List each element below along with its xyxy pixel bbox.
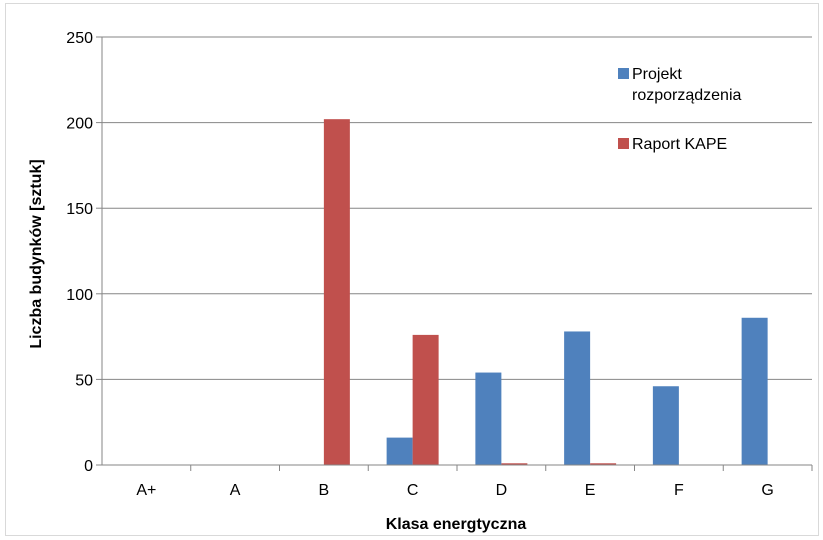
- bar-projekt-f: [652, 386, 679, 465]
- x-tick-label: D: [496, 482, 508, 499]
- y-tick-label: 100: [66, 287, 93, 304]
- y-tick-label: 200: [66, 116, 93, 133]
- x-tick-label: B: [319, 482, 330, 499]
- bar-kape-c: [412, 334, 439, 465]
- legend-swatch: [618, 138, 629, 149]
- x-tick-label: C: [407, 482, 419, 499]
- x-tick-label: E: [585, 482, 596, 499]
- legend-label: rozporządzenia: [632, 87, 742, 104]
- legend-swatch: [618, 68, 629, 79]
- bars: [323, 119, 768, 466]
- tick-labels: 0 50 100 150 200 250 A+ A B C D E F G: [66, 30, 774, 499]
- x-tick-label: A+: [136, 482, 156, 499]
- gridlines: [96, 36, 812, 466]
- x-tick-label: A: [230, 482, 241, 499]
- bar-projekt-c: [386, 437, 413, 465]
- y-tick-label: 250: [66, 30, 93, 47]
- bar-projekt-g: [741, 317, 768, 465]
- bar-kape-d: [501, 463, 528, 465]
- x-tick-label: F: [674, 482, 684, 499]
- legend-label: Raport KAPE: [632, 136, 727, 153]
- x-axis-title: Klasa energtyczna: [386, 516, 527, 533]
- y-tick-label: 50: [75, 372, 93, 389]
- chart-frame: 0 50 100 150 200 250 A+ A B C D E F G Klasa energtycz…: [5, 3, 819, 536]
- legend: Projekt rozporządzenia Raport KAPE: [618, 66, 742, 153]
- bar-projekt-e: [564, 331, 591, 465]
- y-axis-title: Liczba budynków [sztuk]: [28, 159, 45, 348]
- y-tick-label: 150: [66, 201, 93, 218]
- bar-projekt-d: [475, 372, 502, 465]
- legend-label: Projekt: [632, 66, 682, 83]
- bar-kape-e: [590, 463, 617, 465]
- x-tick-label: G: [761, 482, 773, 499]
- y-tick-label: 0: [84, 458, 93, 475]
- bar-chart: 0 50 100 150 200 250 A+ A B C D E F G Klasa energtycz…: [28, 30, 813, 533]
- bar-kape-b: [323, 119, 350, 466]
- axes: [101, 37, 813, 471]
